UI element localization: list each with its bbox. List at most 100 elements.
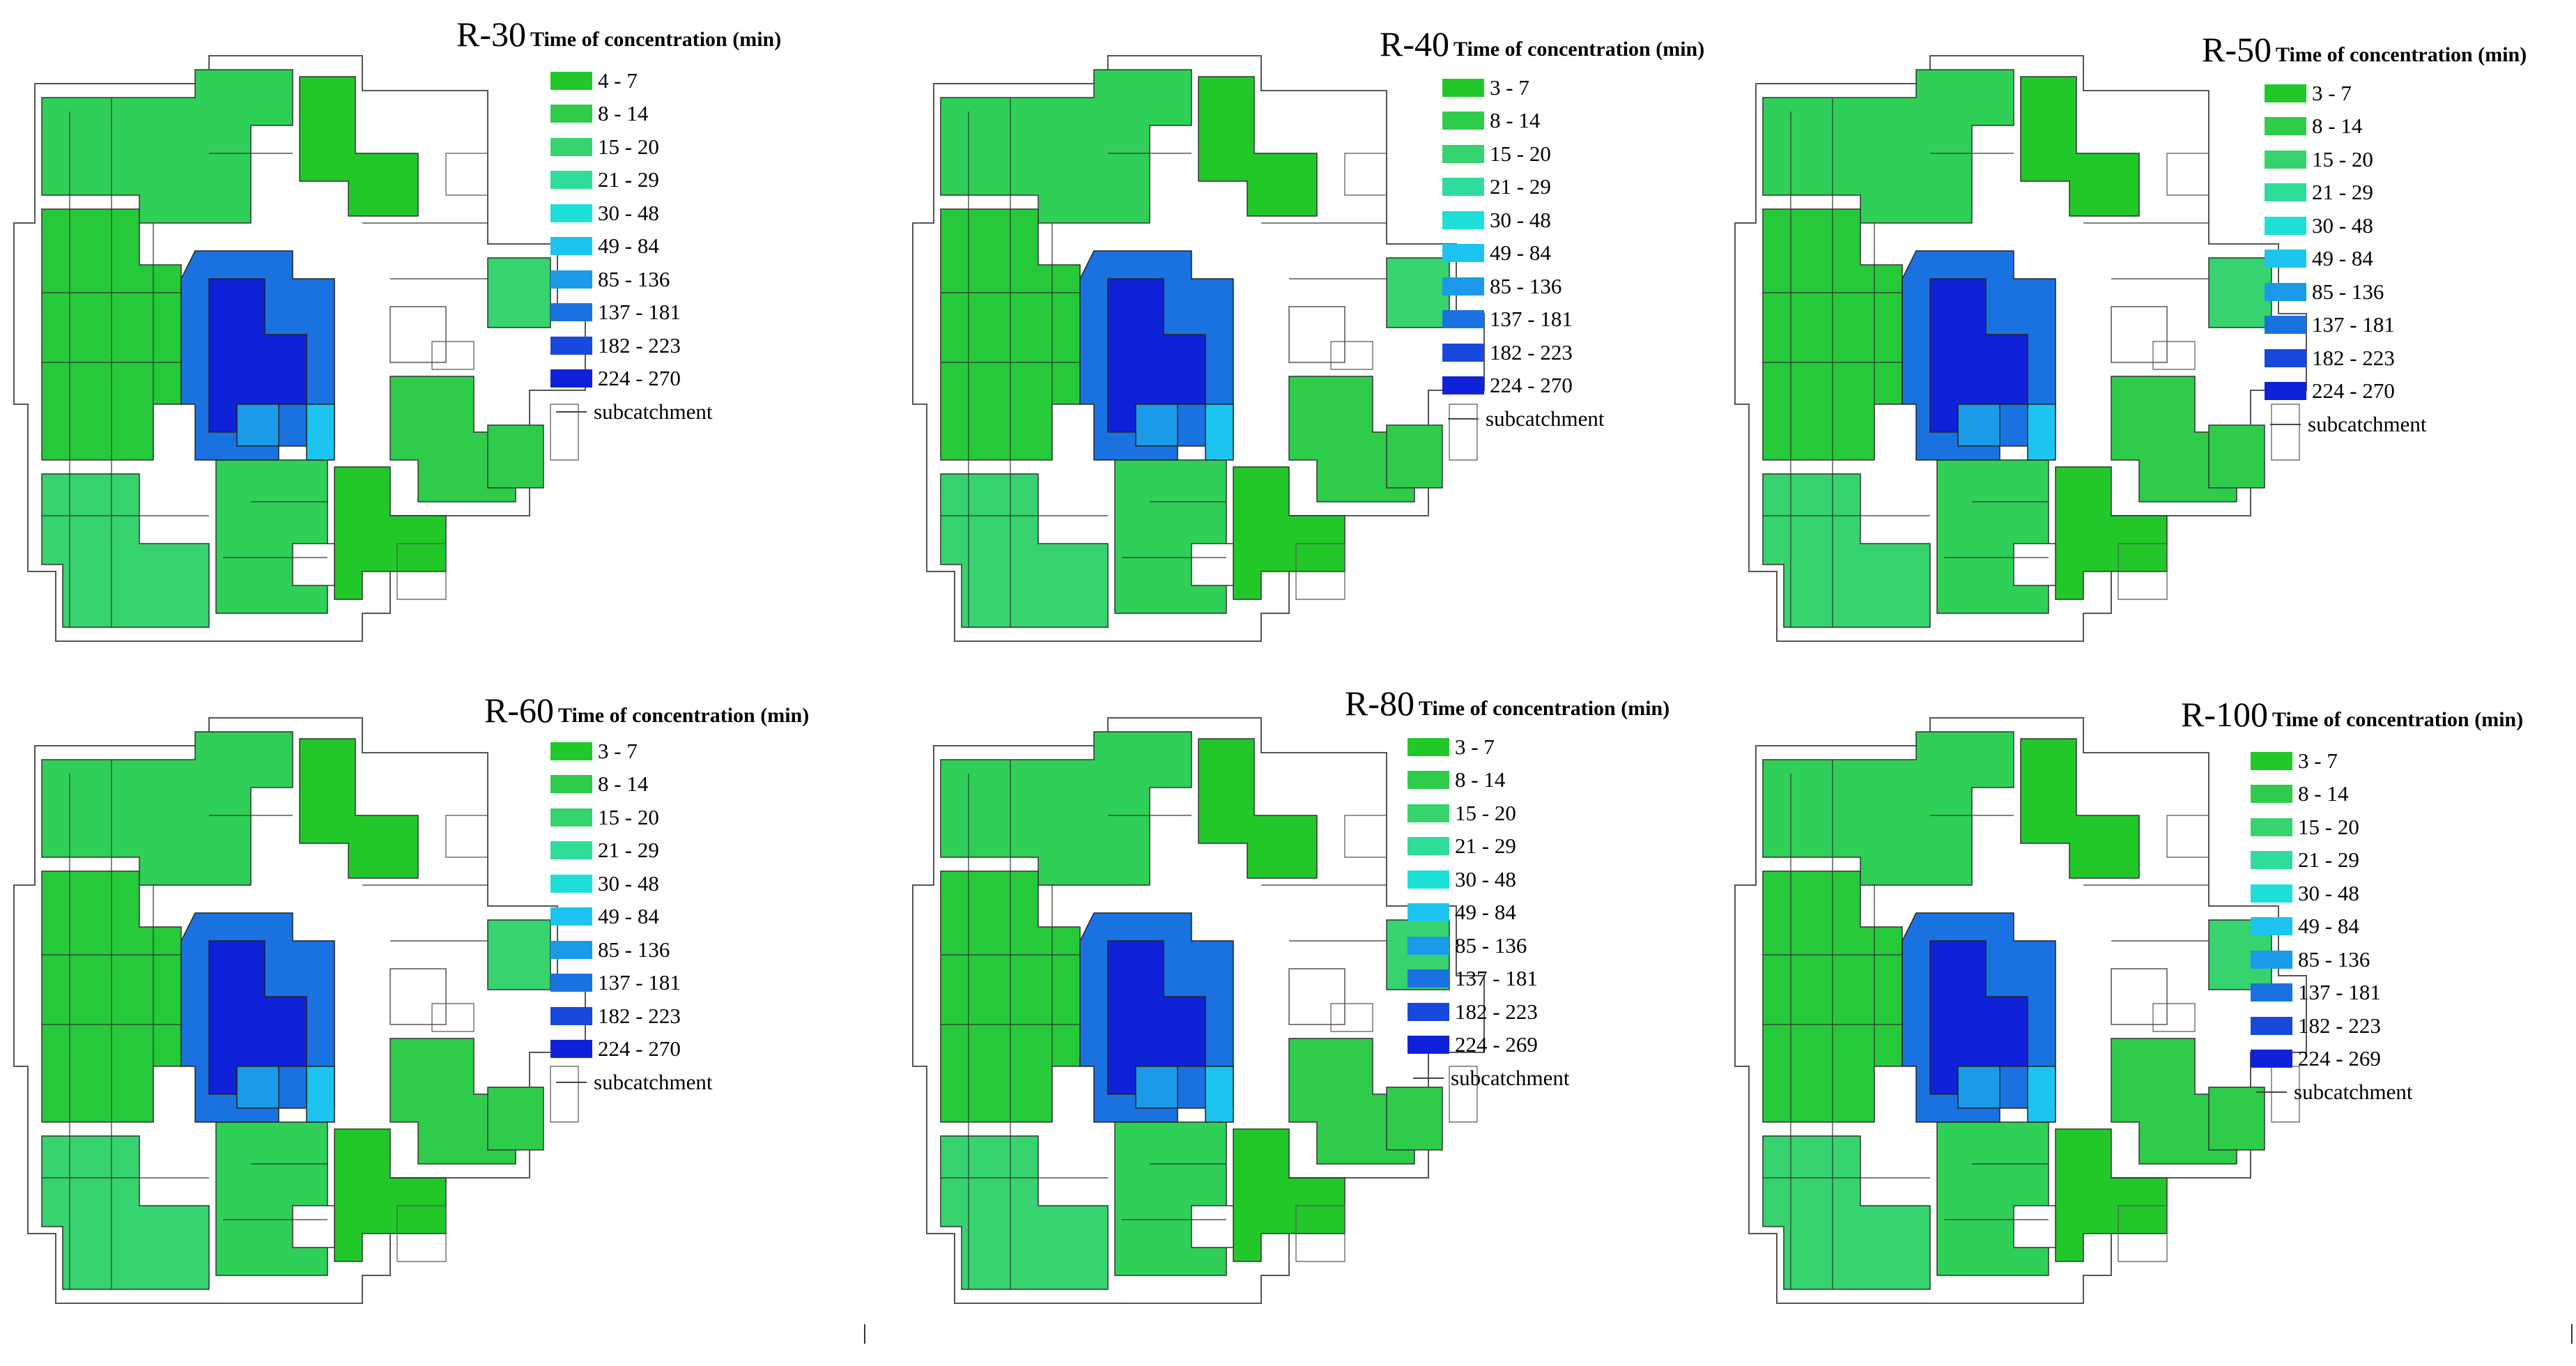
legend-title: Time of concentration (min) [558, 704, 810, 727]
legend-label: 85 - 136 [2312, 279, 2384, 304]
legend-swatch [1442, 210, 1484, 229]
legend-item: 137 - 181 [550, 967, 712, 1000]
legend-label: 8 - 14 [598, 101, 649, 126]
legend-swatch [1407, 737, 1449, 756]
legend-item: 30 - 48 [2251, 877, 2412, 910]
subcatchment-line-icon [2270, 423, 2301, 425]
legend-item: 21 - 29 [1407, 830, 1569, 864]
scenario-title: R-50 [2202, 30, 2272, 69]
panel-title-group: R-80 Time of concentration (min) [1345, 683, 1669, 723]
legend: 4 - 7 8 - 14 15 - 20 21 - 29 30 - 48 49 - 84 8… [550, 64, 712, 429]
legend: 3 - 7 8 - 14 15 - 20 21 - 29 30 - 48 49 - 84 8… [550, 735, 712, 1099]
subcatchment-label: subcatchment [594, 1069, 713, 1094]
legend-item: 3 - 7 [550, 735, 712, 768]
legend-item: 49 - 84 [1407, 896, 1569, 930]
legend-title: Time of concentration (min) [530, 28, 782, 51]
scenario-title: R-100 [2181, 695, 2268, 734]
legend-label: 30 - 48 [1455, 866, 1516, 891]
panel-r50: R-50 Time of concentration (min) 3 - 7 8 -… [1721, 14, 2571, 683]
legend-label: 224 - 270 [598, 1036, 681, 1061]
panel-title-group: R-30 Time of concentration (min) [456, 14, 781, 54]
legend: 3 - 7 8 - 14 15 - 20 21 - 29 30 - 48 49 - 84 8… [2251, 744, 2412, 1109]
legend-swatch [550, 105, 592, 123]
legend-item: 137 - 181 [550, 296, 712, 330]
legend-item-subcatchment: subcatchment [2265, 408, 2426, 441]
legend-item: 30 - 48 [1407, 863, 1569, 896]
legend-label: 49 - 84 [2312, 246, 2373, 271]
legend-item: 182 - 223 [1407, 995, 1569, 1029]
legend-item: 15 - 20 [1442, 137, 1604, 171]
legend-label: 182 - 223 [598, 332, 681, 358]
legend-label: 15 - 20 [2298, 814, 2359, 839]
legend-item: 3 - 7 [2251, 744, 2412, 778]
tick-mark [2571, 1324, 2573, 1344]
tick-mark [864, 1324, 865, 1344]
legend-label: 15 - 20 [598, 804, 659, 829]
legend-swatch [1407, 837, 1449, 856]
scenario-title: R-60 [484, 691, 554, 730]
subcatchment-label: subcatchment [2308, 411, 2427, 436]
legend-swatch [1442, 310, 1484, 329]
legend-item-subcatchment: subcatchment [1442, 402, 1604, 436]
panel-title-group: R-50 Time of concentration (min) [2202, 29, 2527, 70]
legend-swatch [550, 940, 592, 959]
legend-swatch [1442, 277, 1484, 296]
legend-item: 8 - 14 [1442, 105, 1604, 138]
legend-item: 15 - 20 [2251, 811, 2412, 844]
legend-label: 21 - 29 [2298, 847, 2359, 873]
legend-label: 8 - 14 [1455, 767, 1506, 792]
legend-swatch [2265, 84, 2306, 102]
legend-label: 182 - 223 [1490, 339, 1573, 364]
legend-swatch [1407, 771, 1449, 790]
legend-label: 49 - 84 [598, 233, 659, 259]
legend-label: 182 - 223 [598, 1003, 681, 1028]
subcatchment-label: subcatchment [594, 399, 713, 424]
legend-label: 21 - 29 [1490, 174, 1551, 199]
legend-label: 15 - 20 [2312, 146, 2373, 171]
legend-item: 21 - 29 [2251, 844, 2412, 877]
legend-item: 30 - 48 [550, 867, 712, 900]
legend-item: 3 - 7 [1407, 730, 1569, 764]
subcatchment-line-icon [556, 410, 587, 413]
legend-swatch [2251, 851, 2292, 870]
legend-swatch [1407, 804, 1449, 822]
legend-label: 49 - 84 [1455, 900, 1516, 925]
legend-swatch [1442, 144, 1484, 163]
legend-label: 49 - 84 [1490, 240, 1551, 266]
legend-swatch [2251, 785, 2292, 804]
panel-r80: R-80 Time of concentration (min) 3 - 7 8 -… [899, 676, 1749, 1345]
legend-swatch [2251, 751, 2292, 770]
legend-item: 224 - 270 [550, 1033, 712, 1066]
legend-swatch [550, 874, 592, 893]
panel-title-group: R-100 Time of concentration (min) [2181, 694, 2523, 735]
legend-item: 3 - 7 [1442, 71, 1604, 105]
legend-label: 8 - 14 [2312, 114, 2363, 139]
legend-item: 49 - 84 [2251, 910, 2412, 944]
catchment-map [13, 717, 586, 1304]
legend-label: 8 - 14 [598, 772, 649, 797]
legend-label: 30 - 48 [598, 200, 659, 225]
scenario-title: R-40 [1380, 24, 1449, 63]
legend-item: 85 - 136 [550, 933, 712, 967]
legend-swatch [2251, 983, 2292, 1002]
legend-label: 182 - 223 [2298, 1013, 2381, 1038]
legend-label: 224 - 269 [1455, 1032, 1538, 1057]
legend-item: 49 - 84 [550, 230, 712, 263]
legend-title: Time of concentration (min) [1453, 38, 1705, 61]
legend-label: 85 - 136 [1455, 933, 1527, 958]
legend-swatch [550, 369, 592, 388]
legend-label: 182 - 223 [1455, 999, 1538, 1024]
legend-item: 137 - 181 [1442, 303, 1604, 337]
legend-swatch [1442, 244, 1484, 263]
legend-item: 49 - 84 [550, 900, 712, 934]
legend-item: 21 - 29 [550, 164, 712, 197]
legend-item: 85 - 136 [2251, 943, 2412, 976]
legend-label: 15 - 20 [1490, 141, 1551, 166]
legend-item: 224 - 270 [2265, 375, 2426, 408]
legend-swatch [550, 237, 592, 256]
legend-item: 30 - 48 [550, 197, 712, 230]
legend-item-subcatchment: subcatchment [1407, 1061, 1569, 1095]
legend-swatch [550, 907, 592, 926]
legend-label: 30 - 48 [598, 870, 659, 896]
subcatchment-label: subcatchment [1451, 1065, 1570, 1090]
